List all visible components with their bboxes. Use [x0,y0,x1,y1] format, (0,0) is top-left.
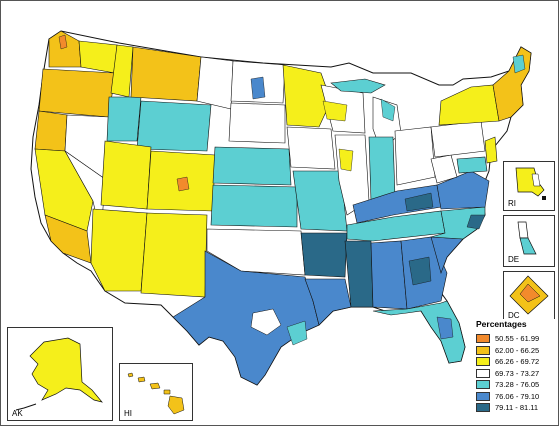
rhode-island-map [515,167,546,200]
legend-swatch [476,357,490,367]
region-wisconsin-yellow [322,100,348,122]
region-wyoming [136,100,212,152]
region-maryland [456,156,488,174]
inset-hawaii: HI [119,363,193,421]
region-california-south [44,214,92,264]
delaware-map [517,221,537,255]
region-new-england [492,46,532,122]
legend-item: 69.73 - 73.27 [474,368,558,380]
inset-label-dc: DC [508,311,520,320]
region-oklahoma [206,228,306,276]
region-north-carolina-dark [466,214,486,230]
region-arizona [90,208,148,292]
region-oregon [38,68,116,118]
region-florida-blue [436,316,454,340]
rhode-island-east [531,173,541,187]
region-idaho-south [106,96,142,142]
legend-swatch [476,403,490,413]
region-maine-teal [512,54,526,74]
legend-swatch [476,345,490,355]
legend-label: 69.73 - 73.27 [495,368,540,378]
rhode-island-block [542,196,546,200]
region-texas-white-pocket [250,308,282,336]
hawaii-island-1 [127,372,134,378]
legend-item: 50.55 - 61.99 [474,333,558,345]
region-california-north [34,110,68,152]
region-ohio [394,126,436,186]
legend-label: 50.55 - 61.99 [495,334,540,344]
inset-dc: DC [503,271,555,323]
legend-label: 62.00 - 66.25 [495,345,540,355]
legend-items: 50.55 - 61.99 62.00 - 66.25 66.26 - 69.72 6… [474,333,558,414]
dc-core [519,283,541,303]
region-west-virginia [430,154,458,184]
region-south-dakota [228,102,286,144]
region-louisiana [304,278,352,326]
region-virginia [436,170,490,210]
inset-delaware: DE [503,215,555,267]
alaska-map [15,337,103,411]
legend-swatch [476,391,490,401]
region-california-central [34,148,94,232]
legend-label: 79.11 - 81.11 [495,403,539,413]
region-iowa [286,126,336,170]
legend-title: Percentages [476,319,527,329]
alaska-landmass [29,337,103,403]
legend-swatch [476,380,490,390]
region-michigan-upper [330,78,386,94]
region-kentucky-dark [404,192,434,212]
region-montana-east [196,56,234,110]
delaware-south [519,237,537,255]
region-illinois-yellow [338,148,354,172]
region-new-mexico [140,212,208,298]
region-indiana [368,136,396,202]
region-north-dakota-blue [250,76,266,100]
region-new-jersey [484,136,498,164]
legend-item: 73.28 - 76.05 [474,379,558,391]
region-michigan-teal [380,98,396,122]
inset-rhode-island: RI [503,161,555,211]
legend: Percentages 50.55 - 61.99 62.00 - 66.25 66… [474,319,558,414]
legend-item: 76.06 - 79.10 [474,391,558,403]
inset-label-rhode-island: RI [508,199,516,208]
region-utah [100,140,152,210]
region-kansas [210,184,298,228]
region-colorado-orange [176,176,190,192]
region-florida [372,300,466,364]
legend-label: 66.26 - 69.72 [495,357,540,367]
dc-map [509,275,549,315]
delaware-north [517,221,529,239]
region-minnesota [282,64,332,128]
legend-label: 76.06 - 79.10 [495,391,540,401]
inset-alaska: AK [7,327,113,421]
legend-label: 73.28 - 76.05 [495,380,540,390]
legend-swatch [476,368,490,378]
hawaii-island-4 [163,389,171,395]
hawaii-island-2 [137,376,146,383]
inset-label-alaska: AK [12,409,23,418]
region-washington-orange [58,34,68,50]
alaska-aleutians [15,403,37,411]
inset-label-hawaii: HI [124,409,132,418]
region-georgia-dark [408,256,432,286]
region-pennsylvania [430,120,486,158]
legend-item: 79.11 - 81.11 [474,402,558,414]
region-nebraska [212,146,292,186]
hawaii-island-3 [149,382,161,390]
hawaii-island-big [167,395,185,415]
legend-item: 62.00 - 66.25 [474,345,558,357]
legend-item: 66.26 - 69.72 [474,356,558,368]
inset-label-delaware: DE [508,255,520,264]
rhode-island-landmass [515,167,545,197]
region-texas-coast-teal [286,320,308,346]
region-arkansas [300,232,348,278]
hawaii-map [127,372,185,415]
legend-swatch [476,334,490,344]
